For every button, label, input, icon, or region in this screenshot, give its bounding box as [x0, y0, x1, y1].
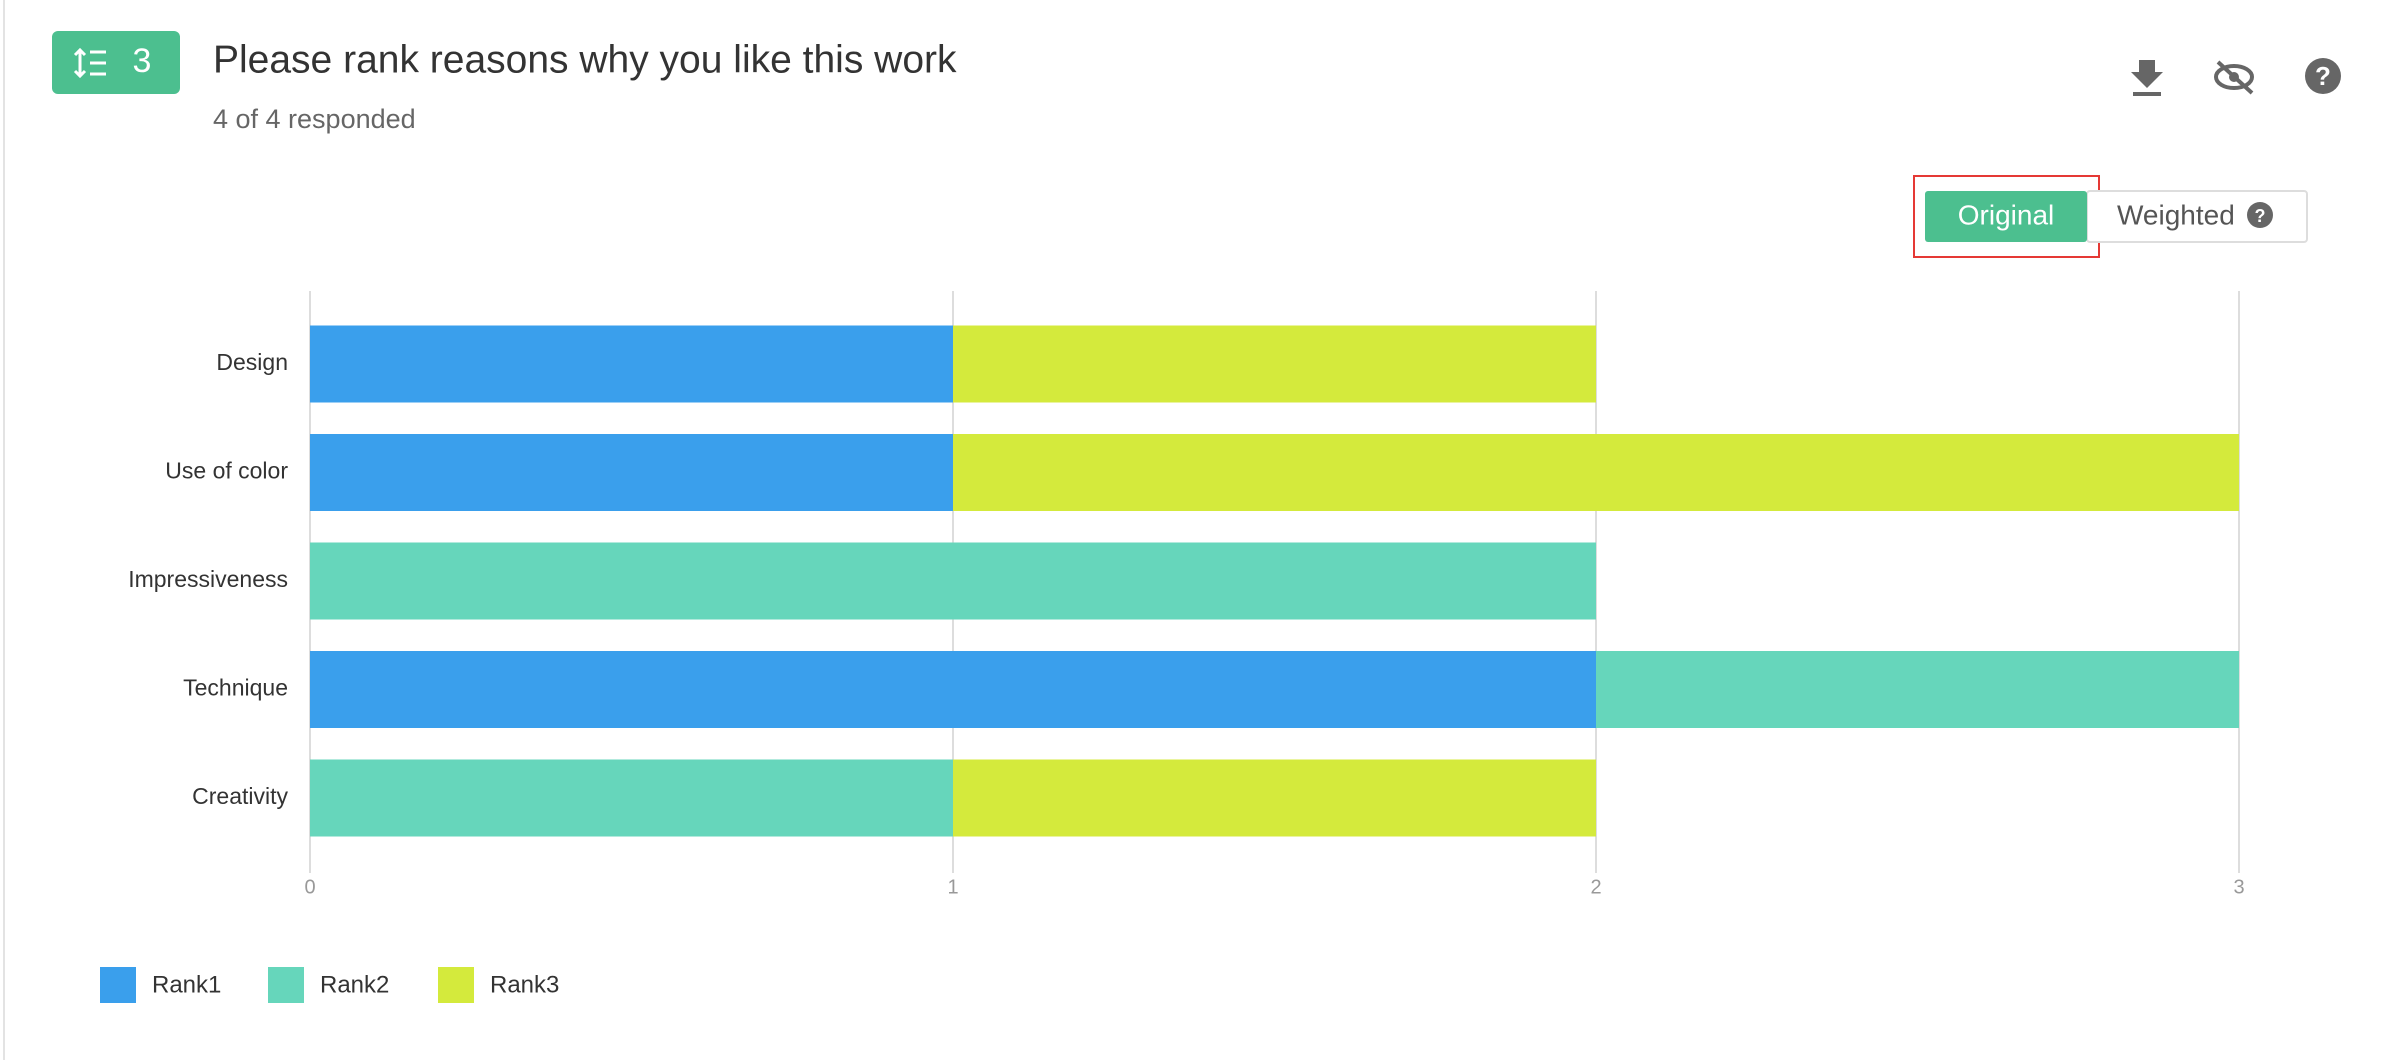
- x-tick-label: 3: [2233, 876, 2244, 898]
- weighted-label[interactable]: Weighted: [2117, 199, 2235, 230]
- rank-icon: [73, 47, 106, 79]
- y-tick-label: Technique: [183, 675, 288, 701]
- bar-segment: [310, 325, 953, 403]
- legend-label: Rank3: [490, 971, 559, 998]
- y-tick-label: Use of color: [165, 458, 288, 484]
- question-badge: [52, 31, 180, 94]
- legend-swatch: [268, 967, 304, 1003]
- y-tick-label: Design: [216, 349, 288, 375]
- bar-segment: [953, 759, 1596, 837]
- plot: 0 1 2 3 Design Use of color Impressiveness Tech…: [100, 291, 2245, 1003]
- x-tick-label: 0: [304, 876, 315, 898]
- bar-segment: [953, 325, 1596, 403]
- x-tick-label: 1: [947, 876, 958, 898]
- weighted-help-mark: ?: [2255, 206, 2266, 226]
- legend-label: Rank2: [320, 971, 389, 998]
- y-tick-label: Impressiveness: [128, 566, 288, 592]
- question-number: 3: [133, 42, 152, 80]
- bar-segment: [310, 542, 1596, 620]
- hide-icon[interactable]: [2214, 60, 2254, 95]
- legend-label: Rank1: [152, 971, 221, 998]
- original-button[interactable]: [1925, 191, 2087, 242]
- help-icon[interactable]: ?: [2305, 58, 2341, 94]
- x-tick-label: 2: [1590, 876, 1601, 898]
- bar-segment: [310, 759, 953, 837]
- bar-segment: [310, 651, 1596, 728]
- svg-text:?: ?: [2315, 61, 2331, 91]
- legend-swatch: [100, 967, 136, 1003]
- legend-swatch: [438, 967, 474, 1003]
- weighted-help-icon[interactable]: [2247, 202, 2273, 228]
- download-icon[interactable]: [2131, 60, 2163, 96]
- bar-segment: [953, 434, 2239, 511]
- y-tick-label: Creativity: [192, 783, 288, 809]
- bar-segment: [310, 434, 953, 511]
- bar-segment: [1596, 651, 2239, 728]
- original-label[interactable]: Original: [1958, 199, 2054, 230]
- question-title: Please rank reasons why you like this wo…: [213, 38, 957, 81]
- response-count: 4 of 4 responded: [213, 104, 416, 134]
